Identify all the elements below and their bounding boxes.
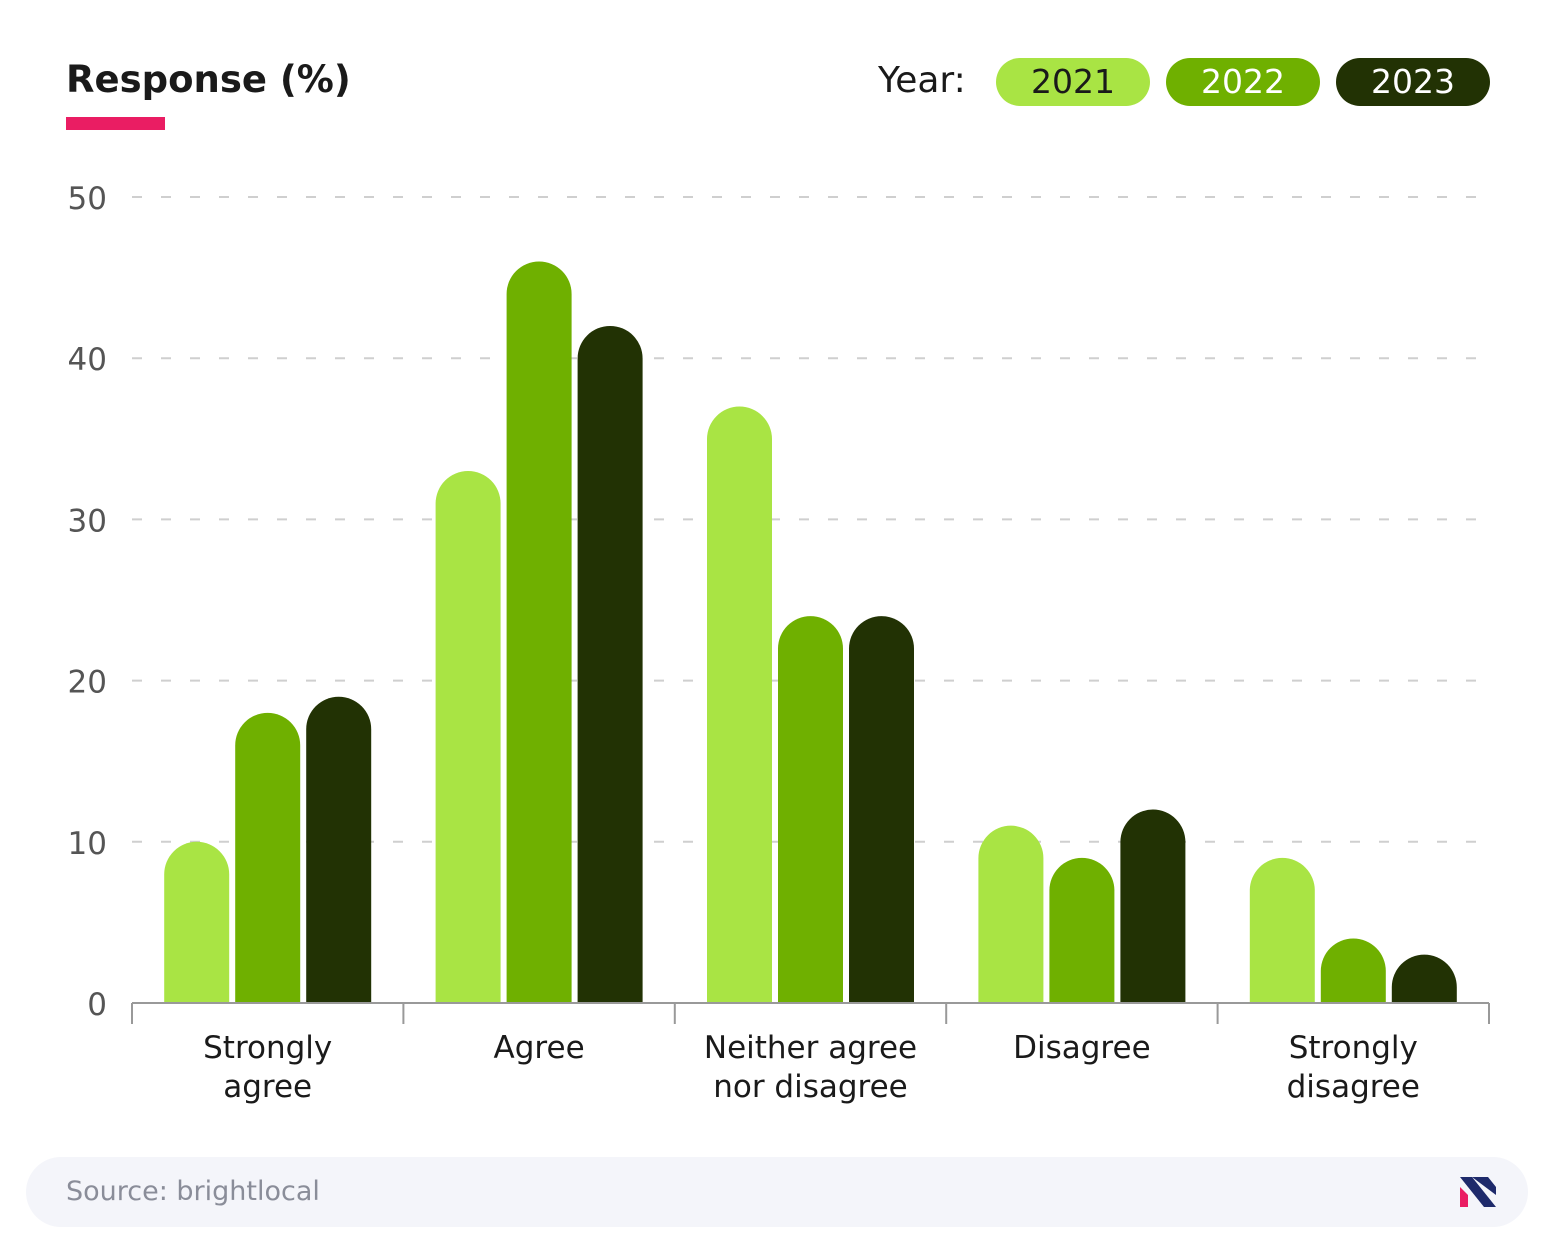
bar <box>1120 809 1186 1003</box>
bar <box>1249 857 1315 1003</box>
bar <box>306 696 372 1003</box>
bar <box>778 616 843 1003</box>
y-tick-label: 40 <box>68 342 107 378</box>
y-tick-label: 30 <box>68 503 107 539</box>
y-tick-label: 50 <box>68 181 107 217</box>
bar <box>506 261 572 1004</box>
bar <box>577 325 643 1004</box>
bar <box>235 712 301 1003</box>
legend-item-2023: 2023 <box>1336 58 1490 106</box>
x-tick-label: Neither agree nor disagree <box>704 1030 917 1105</box>
source-text: Source: brightlocal <box>66 1176 320 1207</box>
legend-item-2022: 2022 <box>1166 58 1320 106</box>
bar <box>707 406 772 1003</box>
y-tick-label: 20 <box>68 665 107 701</box>
y-tick-label: 10 <box>68 826 107 862</box>
bar <box>978 825 1044 1003</box>
source-bar: Source: brightlocal <box>26 1157 1528 1227</box>
bar-chart: 0 10 20 30 40 50 Strongly agree Agree Neither agr… <box>68 181 1490 1105</box>
bar <box>1049 857 1115 1003</box>
bar <box>1391 954 1457 1003</box>
x-tick-label: Agree <box>494 1030 585 1066</box>
bar <box>849 616 914 1003</box>
x-tick-label: Strongly agree <box>203 1030 332 1105</box>
chart-title: Response (%) <box>66 58 351 101</box>
x-tick-label: Disagree <box>1013 1030 1151 1066</box>
legend-item-2021: 2021 <box>996 58 1150 106</box>
bar <box>435 471 501 1003</box>
bar <box>164 841 230 1003</box>
x-tick-label: Strongly disagree <box>1287 1030 1420 1105</box>
y-tick-label: 0 <box>87 987 107 1023</box>
title-underline <box>66 117 165 130</box>
bar <box>1320 938 1386 1003</box>
brightlocal-logo-icon <box>1460 1177 1496 1207</box>
legend-title: Year: <box>878 60 966 101</box>
